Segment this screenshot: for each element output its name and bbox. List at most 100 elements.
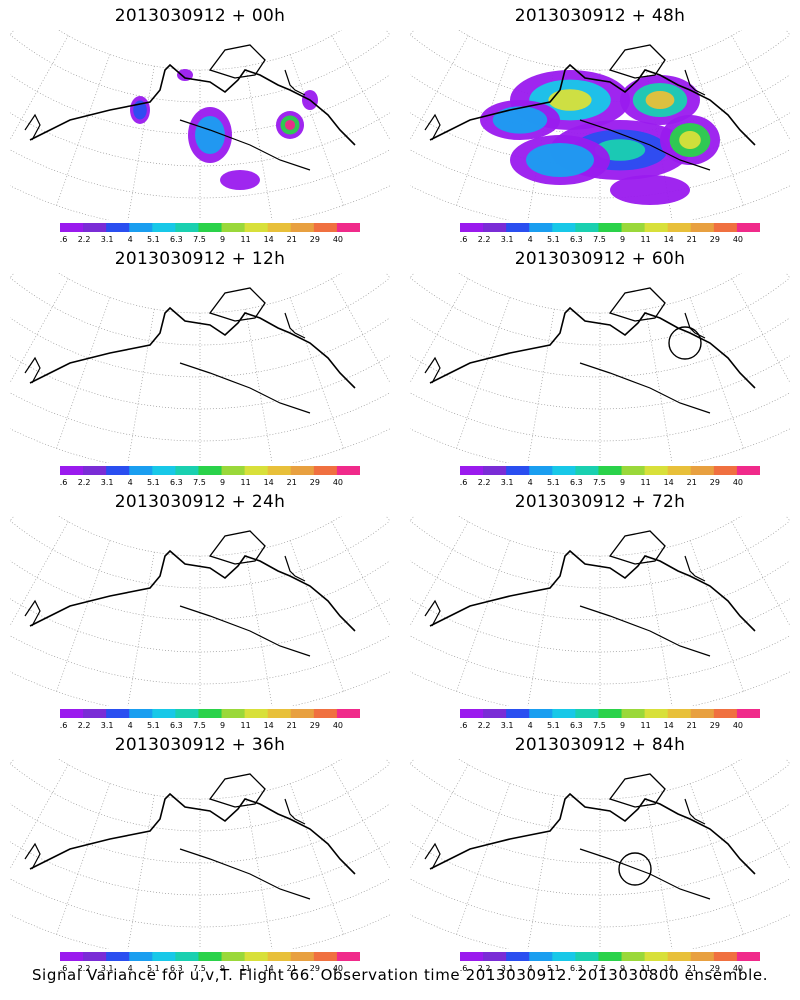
variance-contour — [195, 115, 225, 155]
colorbar-label: 5.1 — [547, 235, 560, 244]
colorbar-label: 6.3 — [170, 478, 183, 487]
colorbar-swatch — [552, 466, 576, 475]
colorbar-swatch — [336, 952, 360, 961]
colorbar-swatch — [152, 223, 176, 232]
colorbar-label: 7.5 — [593, 478, 606, 487]
colorbar-swatch — [290, 466, 315, 475]
colorbar-swatch — [198, 709, 223, 718]
colorbar-label: 5.1 — [547, 478, 560, 487]
variance-contour — [284, 119, 296, 131]
coastline — [429, 306, 756, 389]
colorbar-label: 1.6 — [60, 235, 67, 244]
panel-24h: 2013030912 + 24h 1.62.23.145.16.37.59111… — [0, 486, 400, 730]
colorbar-label: 21 — [287, 235, 297, 244]
colorbar-label: 40 — [333, 235, 343, 244]
colorbar-label: 6.3 — [170, 964, 183, 973]
colorbar-swatch — [244, 709, 269, 718]
colorbar-swatch — [290, 223, 315, 232]
colorbar-label: 4 — [528, 721, 533, 730]
coastline — [429, 63, 756, 146]
colorbar-swatch — [221, 952, 246, 961]
colorbar-label: 4 — [128, 721, 133, 730]
colorbar-label: 29 — [710, 235, 720, 244]
colorbar-label: 9 — [220, 721, 225, 730]
colorbar-swatch — [152, 709, 176, 718]
colorbar-swatch — [552, 223, 576, 232]
colorbar-label: 6.3 — [570, 478, 583, 487]
colorbar-swatch — [290, 952, 315, 961]
colorbar-label: 7.5 — [193, 721, 206, 730]
variance-contour — [679, 131, 701, 149]
variance-contour — [526, 143, 594, 177]
colorbar-swatch — [621, 466, 646, 475]
panel-title: 2013030912 + 60h — [514, 249, 686, 269]
colorbar-label: 29 — [310, 235, 320, 244]
colorbar-label: 14 — [264, 721, 274, 730]
colorbar-label: 21 — [687, 478, 697, 487]
colorbar-label: 14 — [664, 721, 674, 730]
colorbar-label: 6.3 — [570, 721, 583, 730]
colorbar-swatch — [690, 709, 715, 718]
colorbar-label: 29 — [310, 964, 320, 973]
colorbar-swatch — [267, 466, 292, 475]
colorbar-label: 5.1 — [147, 964, 160, 973]
panel-title: 2013030912 + 48h — [514, 6, 686, 26]
colorbar-label: 2.2 — [78, 235, 91, 244]
colorbar-swatch — [644, 466, 669, 475]
colorbar-swatch — [106, 952, 130, 961]
colorbar-swatch — [83, 466, 107, 475]
panel-title: 2013030912 + 24h — [114, 492, 286, 512]
colorbar-label: 5.1 — [147, 721, 160, 730]
colorbar-label: 2.2 — [478, 235, 491, 244]
colorbar-label: 11 — [241, 721, 251, 730]
map-plot — [10, 30, 390, 220]
colorbar-swatch — [667, 952, 692, 961]
colorbar-swatch — [129, 952, 153, 961]
colorbar-swatch — [529, 466, 553, 475]
colorbar-swatch — [460, 466, 484, 475]
panel-title: 2013030912 + 72h — [514, 492, 686, 512]
colorbar-label: 6.3 — [170, 235, 183, 244]
colorbar-swatch — [152, 952, 176, 961]
colorbar-label: 11 — [241, 235, 251, 244]
colorbar-label: 4 — [128, 478, 133, 487]
colorbar-swatch — [267, 223, 292, 232]
colorbar-swatch — [506, 952, 530, 961]
colorbar: 1.6 2.2 3.1 4 5.1 6.3 7.5 9 11 14 21 29 40 — [460, 466, 760, 487]
colorbar: 1.6 2.2 3.1 4 5.1 6.3 7.5 9 11 14 21 29 40 — [60, 709, 360, 730]
colorbar-swatch — [336, 709, 360, 718]
panel-72h: 2013030912 + 72h 1.62.23.145.16.37.59111… — [400, 486, 800, 730]
colorbar-label: 29 — [310, 478, 320, 487]
colorbar-label: 5.1 — [547, 721, 560, 730]
colorbar-label: 4 — [528, 235, 533, 244]
figure-caption: Signal Variance for u,v,T. Flight 66. Ob… — [31, 966, 769, 984]
colorbar-label: 1.6 — [60, 721, 67, 730]
colorbar-label: 5.1 — [547, 964, 560, 973]
colorbar-label: 14 — [664, 235, 674, 244]
colorbar-label: 2.2 — [478, 964, 491, 973]
colorbar-label: 1.6 — [460, 235, 467, 244]
colorbar-swatch — [483, 952, 507, 961]
colorbar-label: 29 — [310, 721, 320, 730]
colorbar-swatch — [667, 223, 692, 232]
colorbar-label: 40 — [733, 478, 743, 487]
colorbar-label: 11 — [641, 721, 651, 730]
colorbar-label: 40 — [733, 721, 743, 730]
colorbar-swatch — [621, 952, 646, 961]
colorbar-swatch — [713, 952, 738, 961]
colorbar-label: 4 — [528, 478, 533, 487]
colorbar-label: 2.2 — [478, 721, 491, 730]
colorbar-swatch — [198, 466, 223, 475]
colorbar-swatch — [690, 952, 715, 961]
colorbar-swatch — [506, 709, 530, 718]
colorbar-label: 1.6 — [60, 478, 67, 487]
colorbar-swatch — [106, 709, 130, 718]
colorbar: 1.6 2.2 3.1 4 5.1 6.3 7.5 9 11 14 21 29 40 — [460, 223, 760, 244]
colorbar-swatch — [336, 466, 360, 475]
colorbar-label: 21 — [287, 721, 297, 730]
colorbar-swatch — [175, 709, 199, 718]
colorbar-swatch — [336, 223, 360, 232]
colorbar-swatch — [506, 466, 530, 475]
colorbar-swatch — [267, 709, 292, 718]
colorbar-label: 40 — [333, 721, 343, 730]
